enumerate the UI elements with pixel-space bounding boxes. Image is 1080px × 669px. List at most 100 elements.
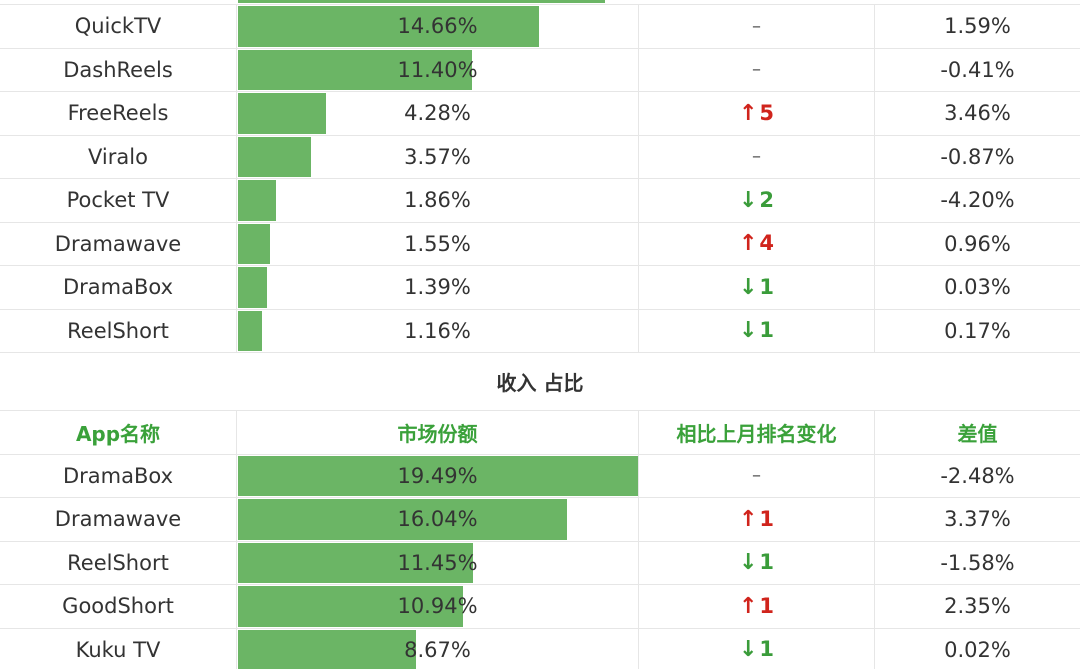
market-share-value: 1.39% <box>404 275 471 300</box>
rank-change-indicator: ↑1 <box>739 507 774 532</box>
market-share-value: 16.04% <box>397 507 478 532</box>
difference-value: -0.87% <box>940 144 1015 169</box>
rank-change-indicator: ↓1 <box>739 318 774 343</box>
arrow-up-icon: ↑ <box>738 506 758 532</box>
arrow-up-icon: ↑ <box>738 100 758 126</box>
market-share-cell: 14.66% <box>237 5 639 48</box>
app-name: Viralo <box>0 135 237 178</box>
arrow-down-icon: ↓ <box>738 274 758 300</box>
table-header: App名称 市场份额 相比上月排名变化 差值 <box>0 411 1080 455</box>
rank-change: – <box>639 135 875 178</box>
header-rank-change: 相比上月排名变化 <box>639 411 875 454</box>
difference-value: 3.37% <box>944 507 1011 532</box>
share-bar <box>238 455 638 496</box>
app-name: Dramawave <box>0 498 237 541</box>
rank-change-value: 2 <box>759 187 775 212</box>
app-name: FreeReels <box>0 92 237 135</box>
difference-value: -0.41% <box>940 57 1015 82</box>
market-share-cell: 11.45% <box>237 541 639 584</box>
app-name: Kuku TV <box>0 628 237 669</box>
market-share-value: 14.66% <box>397 14 478 39</box>
share-bar <box>238 136 311 177</box>
app-name: ReelShort <box>0 541 237 584</box>
app-name: Pocket TV <box>0 179 237 222</box>
rank-change: ↓1 <box>639 266 875 309</box>
share-bar <box>238 629 416 669</box>
table-row: DashReels 11.40% – -0.41% <box>0 48 1080 92</box>
market-share-cell: 8.67% <box>237 628 639 669</box>
app-name: QuickTV <box>0 5 237 48</box>
section-title-revenue: 收入 占比 <box>0 353 1080 411</box>
table-row: Dramawave 1.55% ↑4 0.96% <box>0 222 1080 266</box>
app-name: DashReels <box>0 48 237 91</box>
rank-change-value: 4 <box>759 231 775 256</box>
difference-value: 1.59% <box>944 14 1011 39</box>
share-bar <box>238 499 567 540</box>
header-difference: 差值 <box>957 421 998 446</box>
rank-change-value: 1 <box>759 506 775 531</box>
previous-row-stub <box>0 0 1080 5</box>
market-share-value: 3.57% <box>404 144 471 169</box>
difference-value: 0.96% <box>944 231 1011 256</box>
market-share-value: 4.28% <box>404 101 471 126</box>
market-share-value: 8.67% <box>404 637 471 662</box>
share-bar <box>238 49 472 90</box>
rank-change: – <box>639 48 875 91</box>
table-row: ReelShort 1.16% ↓1 0.17% <box>0 309 1080 353</box>
share-bar <box>238 6 539 47</box>
market-share-cell: 1.39% <box>237 266 639 309</box>
rank-change-indicator: ↓1 <box>739 637 774 662</box>
arrow-down-icon: ↓ <box>738 637 758 663</box>
rank-change: – <box>639 5 875 48</box>
rank-change-indicator: ↓1 <box>739 550 774 575</box>
rank-change-indicator: ↓2 <box>739 188 774 213</box>
rank-change: ↑1 <box>639 585 875 628</box>
rank-change-value: 1 <box>759 593 775 618</box>
section1-table-body: QuickTV 14.66% – 1.59% DashReels 11.40% – -0.41… <box>0 5 1080 353</box>
difference-value: -2.48% <box>940 463 1015 488</box>
table-row: Dramawave 16.04% ↑1 3.37% <box>0 498 1080 542</box>
market-share-value: 10.94% <box>397 594 478 619</box>
difference-value: 0.17% <box>944 318 1011 343</box>
rank-change: ↓1 <box>639 309 875 352</box>
share-bar <box>238 93 326 134</box>
arrow-up-icon: ↑ <box>738 593 758 619</box>
difference-value: 3.46% <box>944 101 1011 126</box>
market-share-value: 19.49% <box>397 463 478 488</box>
table-row: ReelShort 11.45% ↓1 -1.58% <box>0 541 1080 585</box>
market-share-cell: 1.16% <box>237 309 639 352</box>
rank-change: – <box>639 454 875 497</box>
table-row: DramaBox 19.49% – -2.48% <box>0 454 1080 498</box>
table-row: GoodShort 10.94% ↑1 2.35% <box>0 585 1080 629</box>
rank-change: ↓1 <box>639 628 875 669</box>
share-bar <box>238 0 605 3</box>
app-name: GoodShort <box>0 585 237 628</box>
rank-change-value: 1 <box>759 550 775 575</box>
rank-change: ↑1 <box>639 498 875 541</box>
rank-change-indicator: ↑4 <box>739 231 774 256</box>
market-share-value: 11.45% <box>397 550 478 575</box>
rank-change-value: – <box>752 146 761 168</box>
arrow-down-icon: ↓ <box>738 318 758 344</box>
rank-change: ↑5 <box>639 92 875 135</box>
market-share-cell: 1.86% <box>237 179 639 222</box>
difference-value: 0.02% <box>944 637 1011 662</box>
difference-value: 2.35% <box>944 594 1011 619</box>
rank-change-indicator: ↑5 <box>739 101 774 126</box>
rank-change-value: – <box>752 15 761 37</box>
table-row: Pocket TV 1.86% ↓2 -4.20% <box>0 179 1080 223</box>
share-bar <box>238 267 267 308</box>
share-bar <box>238 223 270 264</box>
rank-change-value: 1 <box>759 318 775 343</box>
share-bar <box>238 542 473 583</box>
arrow-down-icon: ↓ <box>738 550 758 576</box>
market-share-cell: 11.40% <box>237 48 639 91</box>
app-name: DramaBox <box>0 454 237 497</box>
market-share-cell: 16.04% <box>237 498 639 541</box>
app-name: DramaBox <box>0 266 237 309</box>
difference-value: -1.58% <box>940 550 1015 575</box>
market-share-value: 1.16% <box>404 318 471 343</box>
market-share-cell: 10.94% <box>237 585 639 628</box>
rank-change-value: 5 <box>759 100 775 125</box>
rank-change: ↓2 <box>639 179 875 222</box>
